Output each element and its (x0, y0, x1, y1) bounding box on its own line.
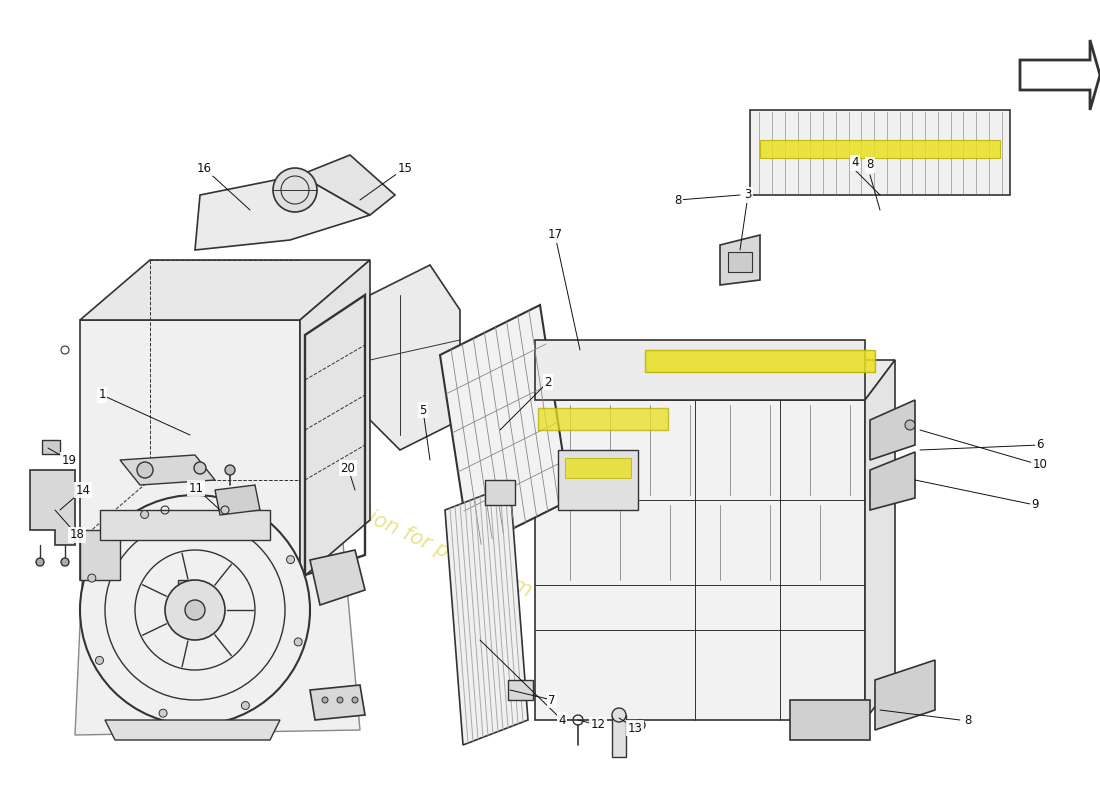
Bar (645, 350, 874, 372)
Polygon shape (446, 485, 528, 745)
Bar (760, 140, 1000, 158)
Polygon shape (80, 320, 300, 580)
Text: 1: 1 (98, 389, 106, 402)
Polygon shape (535, 340, 865, 400)
Text: 16: 16 (197, 162, 211, 174)
Polygon shape (865, 360, 895, 720)
Text: 3: 3 (745, 189, 751, 202)
Text: 4: 4 (558, 714, 565, 726)
Polygon shape (195, 175, 370, 250)
Bar (728, 252, 752, 272)
Polygon shape (440, 305, 570, 550)
Text: 15: 15 (397, 162, 412, 174)
Bar (508, 680, 534, 700)
Circle shape (88, 574, 96, 582)
Text: 11: 11 (188, 482, 204, 494)
Text: 8: 8 (674, 194, 682, 206)
Text: 18: 18 (69, 529, 85, 542)
Polygon shape (300, 260, 370, 580)
Polygon shape (30, 470, 75, 545)
Polygon shape (80, 530, 120, 580)
Polygon shape (120, 455, 214, 485)
Circle shape (138, 462, 153, 478)
Bar (485, 480, 515, 505)
Circle shape (141, 510, 149, 518)
Polygon shape (310, 550, 365, 605)
Text: 4: 4 (851, 157, 859, 170)
Polygon shape (80, 260, 370, 320)
Circle shape (352, 697, 358, 703)
Circle shape (273, 168, 317, 212)
Circle shape (80, 495, 310, 725)
Polygon shape (870, 400, 915, 460)
Text: 8: 8 (965, 714, 971, 726)
Text: 14: 14 (76, 483, 90, 497)
Polygon shape (104, 720, 280, 740)
Text: 10: 10 (1033, 458, 1047, 471)
Circle shape (294, 638, 302, 646)
Polygon shape (1020, 40, 1100, 110)
Circle shape (241, 702, 250, 710)
Circle shape (226, 465, 235, 475)
Circle shape (185, 600, 205, 620)
Circle shape (160, 709, 167, 717)
Bar (538, 408, 668, 430)
Polygon shape (100, 510, 270, 540)
Polygon shape (75, 510, 360, 735)
Polygon shape (300, 155, 395, 215)
Bar (565, 458, 631, 478)
Text: 5: 5 (419, 403, 427, 417)
Circle shape (322, 697, 328, 703)
Circle shape (165, 580, 226, 640)
Polygon shape (720, 235, 760, 285)
Polygon shape (870, 452, 915, 510)
Bar (42, 440, 60, 454)
Circle shape (36, 558, 44, 566)
Polygon shape (535, 400, 865, 720)
Bar (558, 450, 638, 510)
Polygon shape (370, 265, 460, 450)
Polygon shape (214, 485, 260, 515)
Circle shape (337, 697, 343, 703)
Circle shape (60, 558, 69, 566)
Circle shape (905, 420, 915, 430)
Polygon shape (535, 360, 895, 400)
Text: 8: 8 (867, 158, 873, 171)
Text: 13: 13 (628, 722, 642, 734)
Bar (178, 580, 192, 592)
Text: 19: 19 (62, 454, 77, 466)
Text: 2: 2 (544, 375, 552, 389)
Text: 20: 20 (341, 462, 355, 474)
Bar (612, 715, 626, 757)
Text: 55: 55 (594, 402, 846, 578)
Polygon shape (790, 700, 870, 740)
Polygon shape (310, 685, 365, 720)
Text: 6: 6 (1036, 438, 1044, 451)
Text: a passion for parts.com: a passion for parts.com (305, 479, 536, 601)
Polygon shape (750, 110, 1010, 195)
Circle shape (286, 556, 295, 564)
Circle shape (96, 656, 103, 664)
Text: 17: 17 (548, 229, 562, 242)
Circle shape (194, 462, 206, 474)
Text: 9: 9 (1032, 498, 1038, 511)
Circle shape (612, 708, 626, 722)
Text: 7: 7 (548, 694, 556, 706)
Circle shape (223, 503, 231, 511)
Text: 12: 12 (591, 718, 605, 731)
Polygon shape (874, 660, 935, 730)
